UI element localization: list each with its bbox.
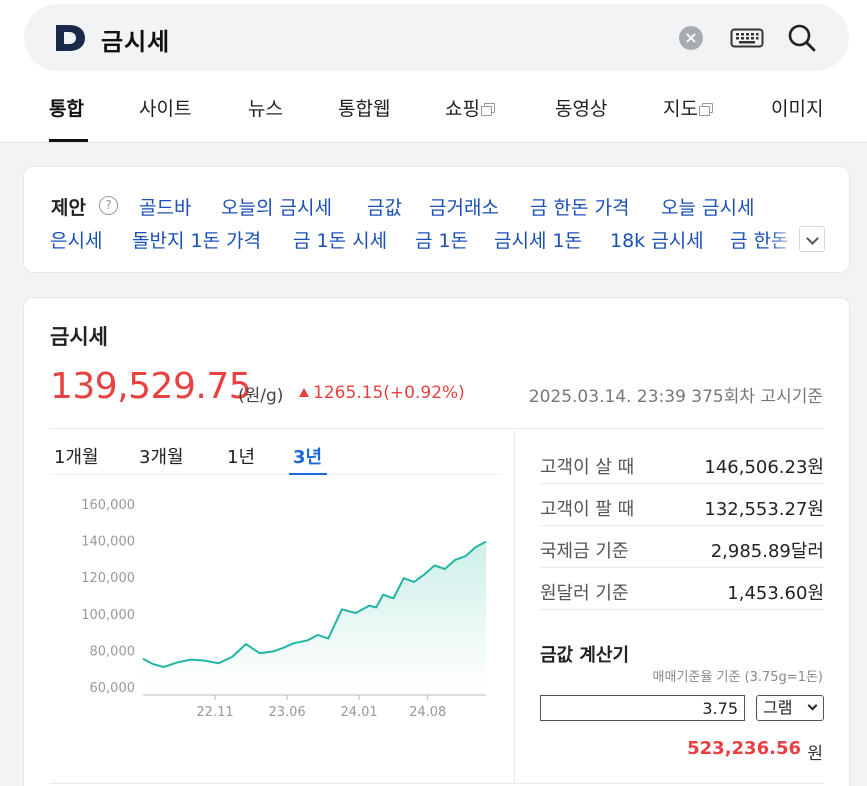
suggestion-label: 제안	[51, 197, 86, 219]
period-tab-3m[interactable]: 3개월	[139, 447, 184, 468]
price-change-value: 1265.15(+0.92%)	[313, 383, 465, 403]
search-icon[interactable]	[786, 22, 818, 54]
header: 금시세 × 통합 사이트 뉴스 통합웹 쇼핑 동영상 지도 이미지	[0, 0, 867, 143]
unit-select-value: 그램	[763, 698, 793, 717]
suggestion-link[interactable]: 오늘 금시세	[661, 197, 755, 219]
clear-icon[interactable]: ×	[679, 26, 703, 50]
overflow-fade	[769, 225, 799, 255]
info-label: 고객이 살 때	[540, 457, 635, 478]
suggestion-link[interactable]: 금시세 1돈	[494, 230, 583, 252]
calculator-note: 매매기준율 기준 (3.75g=1돈)	[652, 670, 823, 685]
suggestion-card: 제안 ? 골드바 오늘의 금시세 금값 금거래소 금 한돈 가격 오늘 금시세 …	[23, 166, 850, 273]
x-tick-label: 24.01	[340, 705, 377, 720]
tab-web[interactable]: 통합웹	[338, 98, 391, 120]
weight-input[interactable]	[540, 695, 745, 721]
suggestion-link[interactable]: 금거래소	[429, 197, 499, 219]
price-unit: (원/g)	[238, 386, 284, 406]
period-tab-1y[interactable]: 1년	[227, 447, 256, 468]
suggestion-link[interactable]: 오늘의 금시세	[221, 197, 332, 219]
search-tabs: 통합 사이트 뉴스 통합웹 쇼핑 동영상 지도 이미지	[0, 90, 867, 143]
tab-image[interactable]: 이미지	[771, 98, 824, 120]
gold-price-chart[interactable]: 160,000 140,000 120,000 100,000 80,000 60,000…	[50, 488, 500, 738]
info-value: 2,985.89달러	[710, 541, 824, 562]
tab-shopping-label: 쇼핑	[445, 98, 480, 120]
search-bar[interactable]: 금시세 ×	[24, 4, 849, 71]
tab-map-label: 지도	[663, 98, 698, 120]
gold-price: 139,529.75	[50, 366, 252, 407]
tab-shopping[interactable]: 쇼핑	[445, 94, 495, 121]
up-triangle-icon	[299, 388, 309, 397]
info-label: 원달러 기준	[540, 583, 629, 604]
external-link-icon	[698, 103, 713, 116]
calculator-result-unit: 원	[807, 744, 823, 764]
y-tick-label: 120,000	[81, 571, 135, 586]
active-tab-underline	[49, 139, 88, 142]
tab-site[interactable]: 사이트	[139, 98, 192, 120]
daum-logo-icon[interactable]	[54, 24, 86, 52]
tab-news[interactable]: 뉴스	[248, 98, 283, 120]
expand-chevron-icon[interactable]	[799, 226, 825, 252]
period-tab-3y[interactable]: 3년	[293, 447, 323, 468]
info-row-international: 국제금 기준 2,985.89달러	[540, 526, 824, 568]
chevron-down-icon	[807, 700, 818, 711]
info-value: 1,453.60원	[727, 583, 824, 604]
y-tick-label: 140,000	[81, 535, 135, 550]
calculator-result: 523,236.56	[687, 738, 801, 759]
y-tick-label: 60,000	[90, 681, 136, 696]
suggestion-link[interactable]: 금 1돈	[415, 230, 469, 252]
suggestion-link[interactable]: 금값	[367, 197, 402, 219]
y-tick-label: 160,000	[81, 498, 135, 513]
tab-map[interactable]: 지도	[663, 94, 713, 121]
info-row-usdkrw: 원달러 기준 1,453.60원	[540, 568, 824, 610]
unit-select[interactable]: 그램	[756, 695, 824, 721]
info-value: 132,553.27원	[704, 499, 824, 520]
gold-price-card: 금시세 139,529.75 (원/g) 1265.15(+0.92%) 202…	[23, 297, 850, 786]
suggestion-link[interactable]: 18k 금시세	[610, 230, 704, 252]
y-tick-label: 80,000	[90, 644, 136, 659]
gold-title[interactable]: 금시세	[50, 325, 108, 349]
suggestion-link[interactable]: 돌반지 1돈 가격	[132, 230, 262, 252]
x-tick-label: 24.08	[409, 705, 446, 720]
keyboard-icon[interactable]	[730, 26, 764, 50]
divider	[50, 428, 824, 429]
info-label: 국제금 기준	[540, 541, 629, 562]
price-change: 1265.15(+0.92%)	[299, 383, 465, 403]
suggestion-link[interactable]: 금 1돈 시세	[293, 230, 388, 252]
info-row-buy: 고객이 살 때 146,506.23원	[540, 442, 824, 484]
active-period-underline	[289, 473, 327, 475]
price-timestamp: 2025.03.14. 23:39 375회차 고시기준	[528, 387, 823, 407]
info-value: 146,506.23원	[704, 457, 824, 478]
divider	[50, 783, 824, 784]
external-link-icon	[480, 103, 495, 116]
x-tick-label: 22.11	[196, 705, 233, 720]
calculator-title: 금값 계산기	[540, 645, 630, 666]
suggestion-link[interactable]: 은시세	[50, 230, 103, 252]
x-tick-label: 23.06	[268, 705, 305, 720]
info-label: 고객이 팔 때	[540, 499, 635, 520]
price-line	[142, 540, 487, 668]
suggestion-link[interactable]: 골드바	[139, 197, 192, 219]
divider	[514, 429, 515, 784]
period-tab-1m[interactable]: 1개월	[54, 447, 99, 468]
search-query[interactable]: 금시세	[101, 28, 171, 56]
price-area	[143, 541, 486, 688]
tab-video[interactable]: 동영상	[555, 98, 608, 120]
info-row-sell: 고객이 팔 때 132,553.27원	[540, 484, 824, 526]
period-divider	[50, 474, 502, 475]
y-tick-label: 100,000	[81, 608, 135, 623]
suggestion-link[interactable]: 금 한돈 가격	[530, 197, 630, 219]
tab-integrated[interactable]: 통합	[49, 98, 84, 120]
help-icon[interactable]: ?	[99, 196, 118, 215]
